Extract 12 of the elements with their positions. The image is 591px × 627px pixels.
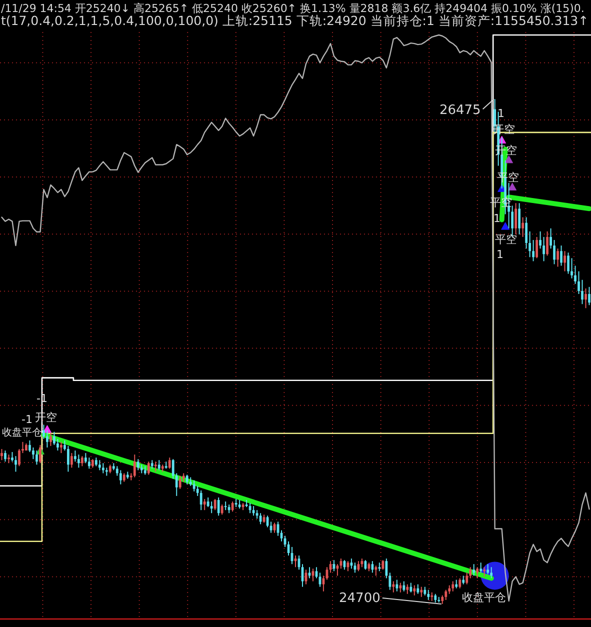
extreme-label: 26475 — [439, 103, 481, 118]
header: t(17,0.4,0.2,1,1,5,0.4,100,0,100,0) 上轨:25115 下轨:24920 当前持仓:1 当前资产:1155450.313↑ — [1, 13, 589, 28]
signal-text: 收盘平仓 — [462, 590, 506, 604]
signal-text: -1 — [22, 412, 32, 426]
signal-text: 平空 — [495, 232, 517, 246]
signal-text: 收盘平仓 — [2, 428, 42, 439]
signal-text: 平空 — [497, 170, 519, 184]
signal-text: 1 — [498, 106, 504, 120]
signal-text: 1 — [496, 248, 504, 261]
header: /11/29 14:54 开25240↓ 高25265↑ 低25240 收25260↑ 换1.13% 量2818 额3.6亿 持249404 振0.10% 涨(15)0. — [1, 2, 584, 15]
extreme-label: 24700 — [339, 591, 380, 606]
signal-text: 1 — [494, 212, 500, 225]
